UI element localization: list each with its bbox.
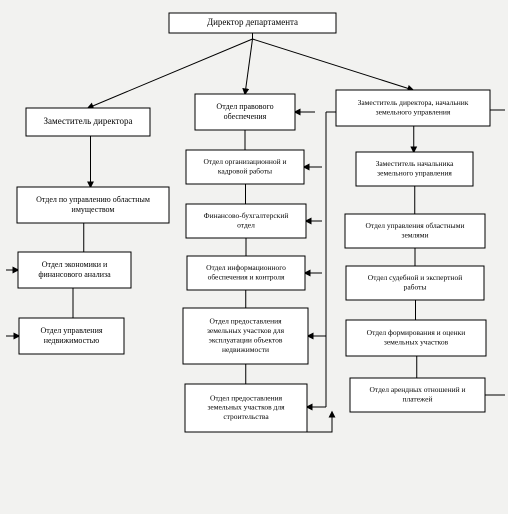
org-node-label: обеспечения xyxy=(224,112,267,121)
org-node-label: строительства xyxy=(223,412,269,421)
org-node-label: земельных участков для xyxy=(207,403,285,412)
org-node-label: отдел xyxy=(237,220,255,229)
org-node-label: Отдел правового xyxy=(216,102,273,111)
org-node-label: Отдел управления xyxy=(40,326,102,335)
org-node-label: Заместитель директора xyxy=(44,116,133,126)
org-node-label: работы xyxy=(404,282,427,291)
org-node-label: земельных участков xyxy=(384,337,449,346)
org-node-label: Отдел экономики и xyxy=(42,260,108,269)
org-node-label: землями xyxy=(402,230,429,239)
org-node-label: Отдел судебной и экспертной xyxy=(368,273,462,282)
org-node-label: имуществом xyxy=(72,205,115,214)
org-node-label: Заместитель начальника xyxy=(376,159,455,168)
org-node-label: кадровой работы xyxy=(218,166,272,175)
org-chart: Директор департамента Заместитель директо… xyxy=(0,0,508,514)
org-node-label: Отдел информационного xyxy=(206,263,286,272)
org-node-label: Отдел управления областными xyxy=(366,221,465,230)
org-node-label: земельных участков для xyxy=(207,326,285,335)
org-node-label: эксплуатации объектов xyxy=(209,335,283,344)
org-node-label: платежей xyxy=(403,394,433,403)
org-node-label: Отдел предоставления xyxy=(210,393,283,402)
org-node-label: Отдел по управлению областным xyxy=(36,195,150,204)
org-node-label: обеспечения и контроля xyxy=(208,272,285,281)
org-node-label: Отдел организационной и xyxy=(203,157,286,166)
org-node-label: Отдел арендных отношений и xyxy=(370,385,466,394)
org-node-label: недвижимости xyxy=(222,345,269,354)
org-node-label: земельного управления xyxy=(377,168,452,177)
org-node-label: Директор департамента xyxy=(207,17,298,27)
org-node-label: Отдел предоставления xyxy=(209,317,282,326)
org-node-label: Отдел формирования и оценки xyxy=(367,328,466,337)
org-node-label: земельного управления xyxy=(376,107,451,116)
org-node-label: недвижимостью xyxy=(44,336,100,345)
org-node-label: Финансово-бухгалтерский xyxy=(204,211,289,220)
org-node-label: Заместитель директора, начальник xyxy=(358,98,469,107)
org-node-label: финансового анализа xyxy=(38,270,111,279)
